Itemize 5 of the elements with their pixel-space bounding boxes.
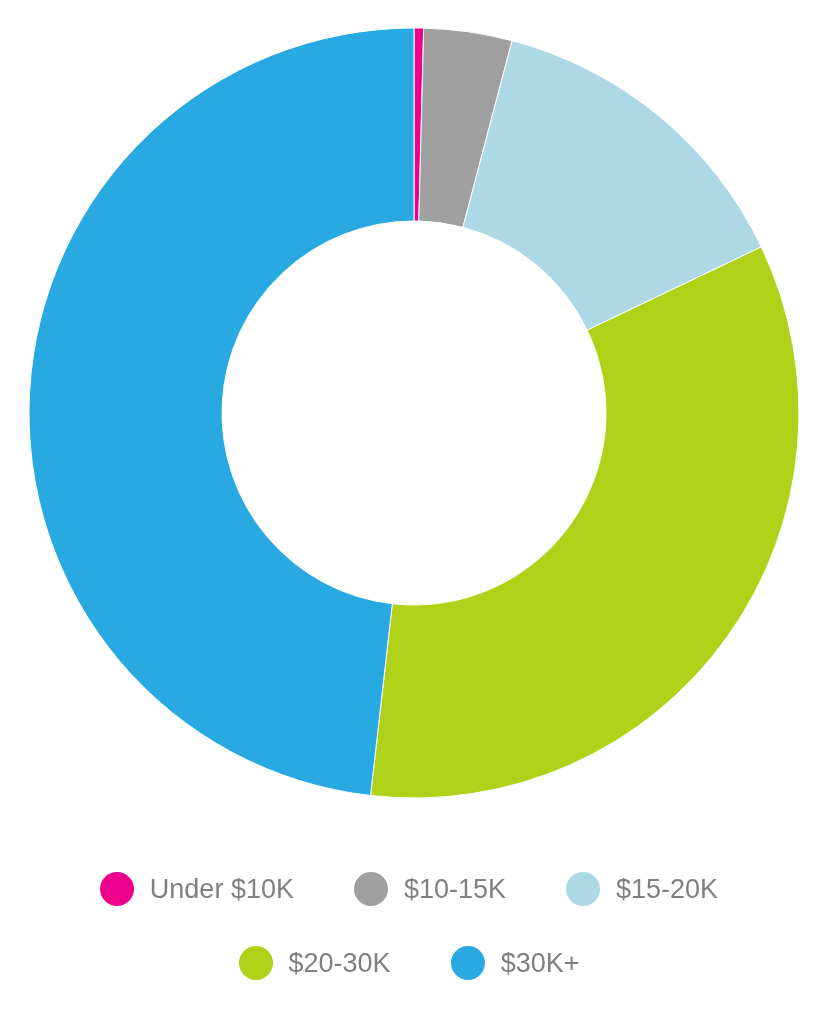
legend-label: $30K+ [500, 947, 580, 979]
legend-label: $10-15K [403, 873, 507, 905]
legend-label: Under $10K [149, 873, 294, 905]
legend-label: $15-20K [616, 873, 719, 905]
legend-label: $20-30K [288, 947, 391, 979]
